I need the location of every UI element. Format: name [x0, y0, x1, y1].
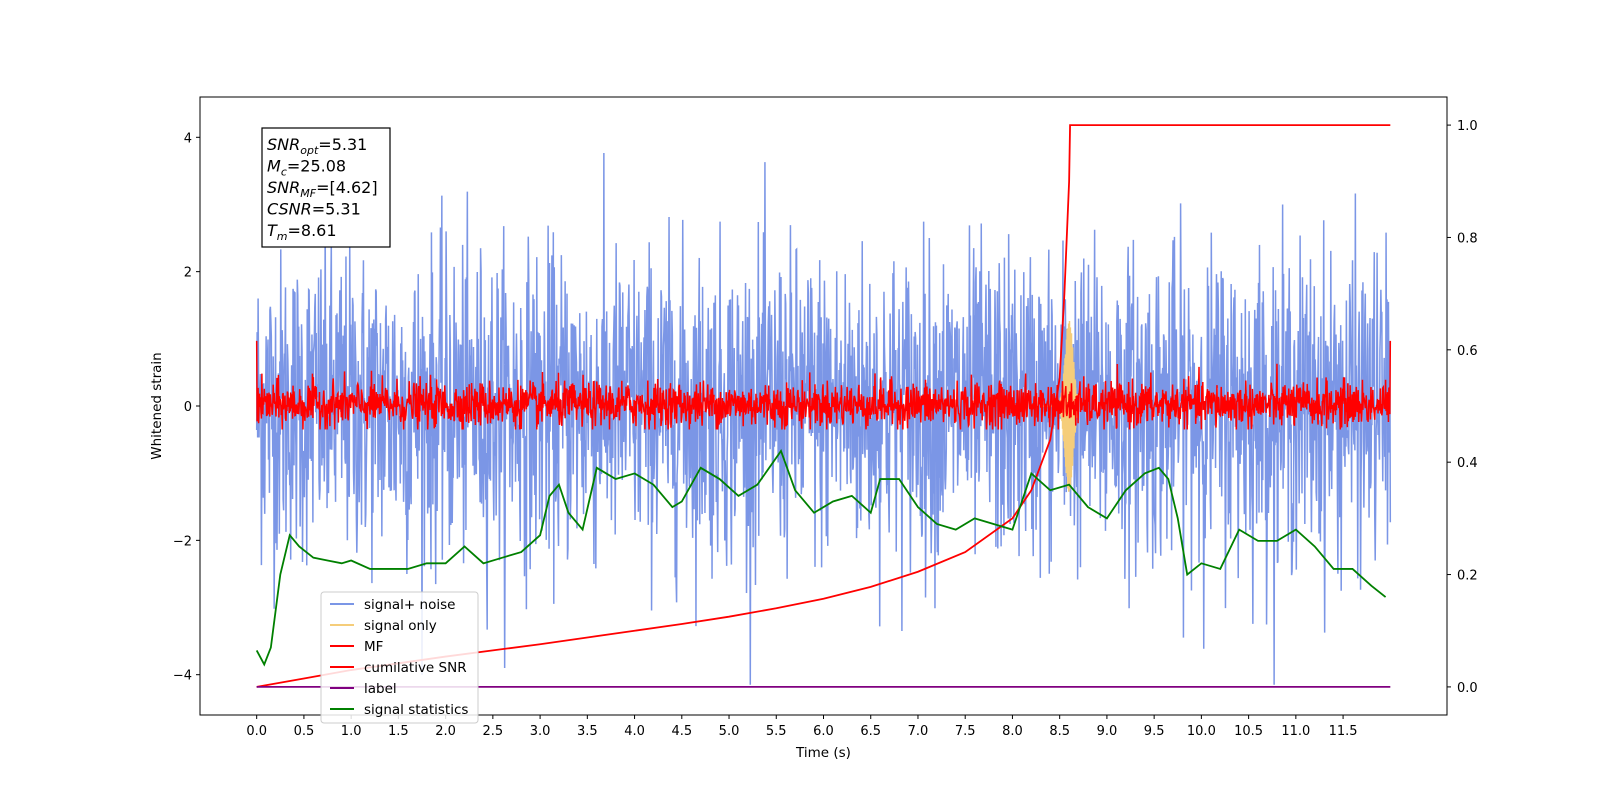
x-tick-label: 9.5	[1144, 724, 1165, 739]
y-right-tick-label: 0.2	[1457, 569, 1478, 584]
x-tick-label: 0.5	[294, 724, 315, 739]
y-right-tick-label: 0.6	[1457, 344, 1478, 359]
legend-frame	[320, 591, 479, 724]
x-tick-label: 3.5	[577, 724, 598, 739]
signal-statistics-line	[255, 449, 1387, 667]
x-axis-label: Time (s)	[795, 745, 851, 761]
x-tick-label: 0.0	[246, 724, 267, 739]
y-right-tick-label: 0.4	[1457, 456, 1478, 471]
annotation-frame	[261, 127, 391, 248]
x-tick-label: 4.0	[624, 724, 645, 739]
x-tick-label: 1.5	[388, 724, 409, 739]
y-left-tick-label: 0	[184, 400, 192, 415]
annotation-line: SNRMF=[4.62]	[267, 178, 378, 200]
annotation-line: Tm=8.61	[267, 221, 337, 243]
x-tick-label: 10.0	[1187, 724, 1216, 739]
y-left-tick-label: −2	[173, 534, 192, 549]
axis-ticks: 0.0 0.5 1.0 1.5 2.0 2.5 3.0 3.5 4.0 4.5 5.0 5.5 6.0 6…	[173, 119, 1478, 739]
x-tick-label: 11.0	[1281, 724, 1310, 739]
x-tick-label: 11.5	[1329, 724, 1358, 739]
x-tick-label: 6.0	[813, 724, 834, 739]
y-left-tick-label: −4	[173, 669, 192, 684]
y-left-tick-label: 4	[184, 131, 192, 146]
x-tick-label: 9.0	[1097, 724, 1118, 739]
x-tick-label: 7.5	[955, 724, 976, 739]
annotation-line: SNRopt=5.31	[267, 135, 367, 157]
annotation-line: Mc=25.08	[267, 157, 346, 179]
y-right-tick-label: 0.0	[1457, 681, 1478, 696]
y-axis-label: Whitened strain	[149, 352, 165, 459]
legend-entry: label	[364, 681, 397, 697]
x-tick-label: 1.0	[341, 724, 362, 739]
x-tick-label: 3.0	[530, 724, 551, 739]
signal-noise-line	[255, 152, 1392, 685]
x-tick-label: 8.5	[1049, 724, 1070, 739]
x-tick-label: 6.5	[860, 724, 881, 739]
legend-entry: cumilative SNR	[364, 660, 467, 676]
x-tick-label: 5.0	[719, 724, 740, 739]
x-tick-label: 5.5	[766, 724, 787, 739]
x-tick-label: 2.0	[435, 724, 456, 739]
legend-entry: MF	[364, 639, 383, 655]
legend: signal+ noise signal only MF cumilative SNR…	[320, 591, 479, 724]
x-tick-label: 10.5	[1234, 724, 1263, 739]
legend-entry: signal statistics	[364, 702, 468, 718]
y-right-tick-label: 1.0	[1457, 119, 1478, 134]
legend-entry: signal+ noise	[364, 597, 455, 613]
annotation-box: SNRopt=5.31Mc=25.08SNRMF=[4.62]CSNR=5.31…	[261, 127, 391, 248]
x-tick-label: 7.0	[908, 724, 929, 739]
x-tick-label: 2.5	[483, 724, 504, 739]
y-right-tick-label: 0.8	[1457, 231, 1478, 246]
mf-line	[255, 340, 1392, 430]
x-tick-label: 8.0	[1002, 724, 1023, 739]
y-left-tick-label: 2	[184, 266, 192, 281]
annotation-line: CSNR=5.31	[267, 200, 361, 219]
legend-entry: signal only	[364, 618, 437, 634]
x-tick-label: 4.5	[671, 724, 692, 739]
